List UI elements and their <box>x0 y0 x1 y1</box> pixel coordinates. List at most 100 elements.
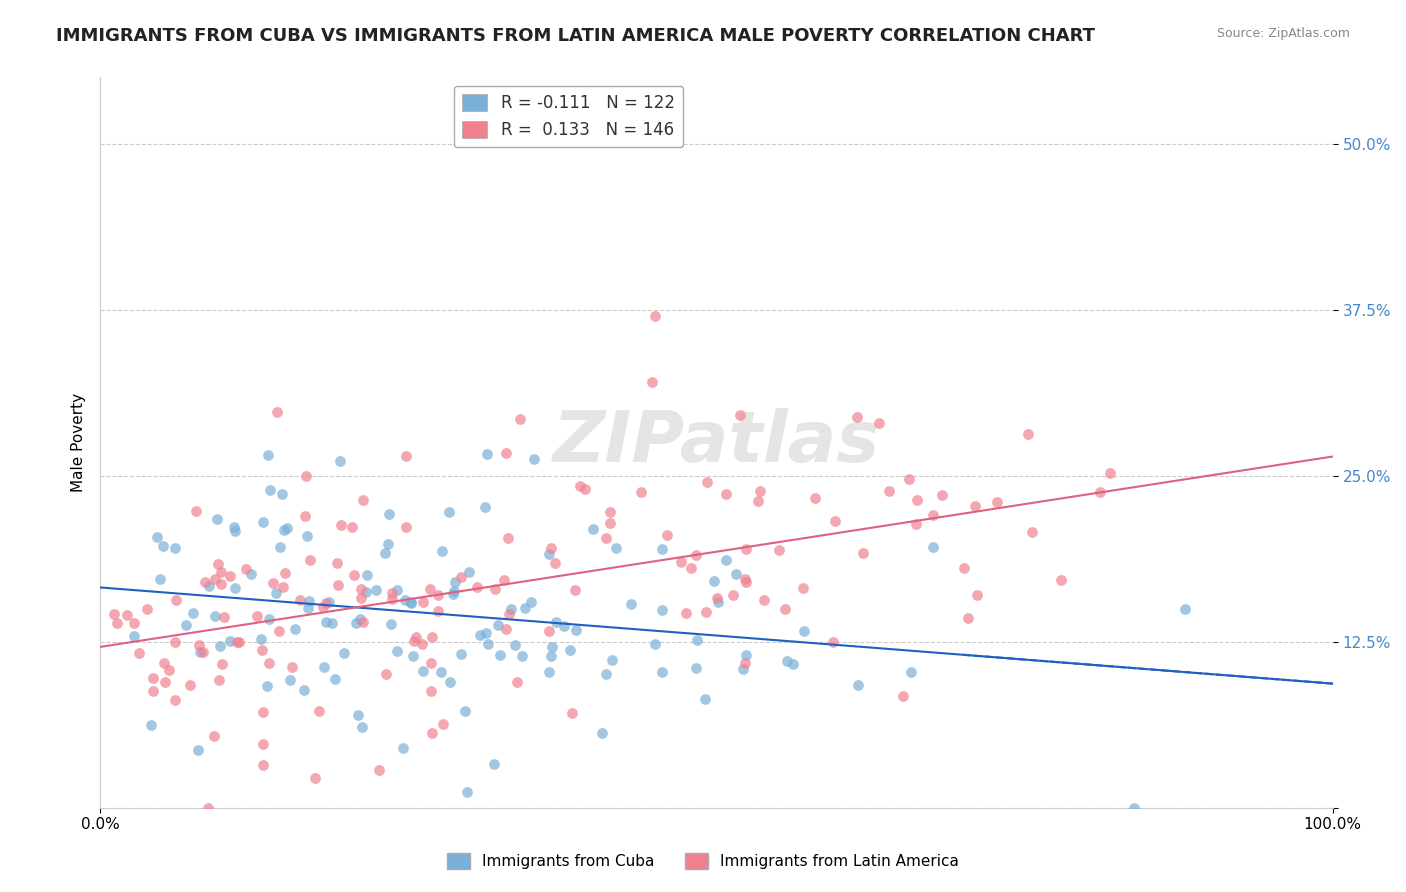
Point <box>695 605 717 619</box>
Point <box>651 603 673 617</box>
Point <box>966 588 988 602</box>
Point <box>312 660 335 674</box>
Point <box>441 587 464 601</box>
Point <box>565 623 588 637</box>
Point <box>537 665 560 679</box>
Point <box>412 665 434 679</box>
Text: Source: ZipAtlas.com: Source: ZipAtlas.com <box>1216 27 1350 40</box>
Point <box>209 576 232 591</box>
Point <box>273 523 295 537</box>
Text: IMMIGRANTS FROM CUBA VS IMMIGRANTS FROM LATIN AMERICA MALE POVERTY CORRELATION C: IMMIGRANTS FROM CUBA VS IMMIGRANTS FROM … <box>56 27 1095 45</box>
Point <box>352 492 374 507</box>
Point <box>399 595 422 609</box>
Point <box>295 468 318 483</box>
Point <box>381 592 404 607</box>
Point <box>706 591 728 605</box>
Point <box>402 649 425 664</box>
Point <box>281 660 304 674</box>
Y-axis label: Male Poverty: Male Poverty <box>72 393 86 492</box>
Point <box>205 512 228 526</box>
Point <box>157 663 180 677</box>
Point <box>375 667 398 681</box>
Point <box>823 635 845 649</box>
Point <box>356 567 378 582</box>
Point <box>340 520 363 534</box>
Point <box>437 506 460 520</box>
Point <box>225 635 247 649</box>
Point <box>651 665 673 680</box>
Point <box>444 575 467 590</box>
Point <box>176 617 198 632</box>
Point <box>707 595 730 609</box>
Point <box>477 447 499 461</box>
Point <box>600 653 623 667</box>
Point <box>165 541 187 555</box>
Point <box>211 657 233 671</box>
Point <box>222 520 245 534</box>
Point <box>204 572 226 586</box>
Point <box>599 505 621 519</box>
Point <box>188 645 211 659</box>
Point <box>252 516 274 530</box>
Point <box>793 624 815 639</box>
Point <box>730 408 752 422</box>
Point <box>714 486 737 500</box>
Point <box>773 602 796 616</box>
Point <box>509 412 531 426</box>
Point <box>553 619 575 633</box>
Point <box>1017 427 1039 442</box>
Point <box>274 566 297 580</box>
Point <box>905 492 928 507</box>
Point <box>141 684 163 698</box>
Point <box>354 585 377 599</box>
Point <box>411 637 433 651</box>
Point <box>329 517 352 532</box>
Point <box>734 572 756 586</box>
Point <box>188 638 211 652</box>
Point <box>149 572 172 586</box>
Point <box>540 648 562 663</box>
Point <box>498 607 520 622</box>
Point <box>824 514 846 528</box>
Point <box>115 608 138 623</box>
Point <box>595 667 617 681</box>
Point <box>271 580 294 594</box>
Point <box>852 545 875 559</box>
Point <box>685 548 707 562</box>
Point <box>475 625 498 640</box>
Point <box>957 611 980 625</box>
Point <box>294 508 316 523</box>
Point <box>685 661 707 675</box>
Point <box>560 643 582 657</box>
Point <box>931 488 953 502</box>
Point <box>209 565 232 579</box>
Point <box>284 622 307 636</box>
Point <box>187 743 209 757</box>
Point <box>804 491 827 506</box>
Point <box>605 541 627 555</box>
Point <box>474 500 496 514</box>
Point <box>246 609 269 624</box>
Point <box>454 704 477 718</box>
Point <box>207 557 229 571</box>
Point <box>256 449 278 463</box>
Legend: Immigrants from Cuba, Immigrants from Latin America: Immigrants from Cuba, Immigrants from La… <box>441 847 965 875</box>
Point <box>208 673 231 688</box>
Point <box>922 540 945 554</box>
Point <box>262 576 284 591</box>
Point <box>249 632 271 647</box>
Point <box>686 633 709 648</box>
Point <box>250 643 273 657</box>
Point <box>582 523 605 537</box>
Point <box>541 640 564 654</box>
Point <box>492 573 515 587</box>
Point <box>402 633 425 648</box>
Point <box>380 617 402 632</box>
Point <box>430 665 453 680</box>
Point <box>103 607 125 622</box>
Point <box>679 561 702 575</box>
Point <box>346 707 368 722</box>
Point <box>495 446 517 460</box>
Point <box>723 588 745 602</box>
Point <box>733 662 755 676</box>
